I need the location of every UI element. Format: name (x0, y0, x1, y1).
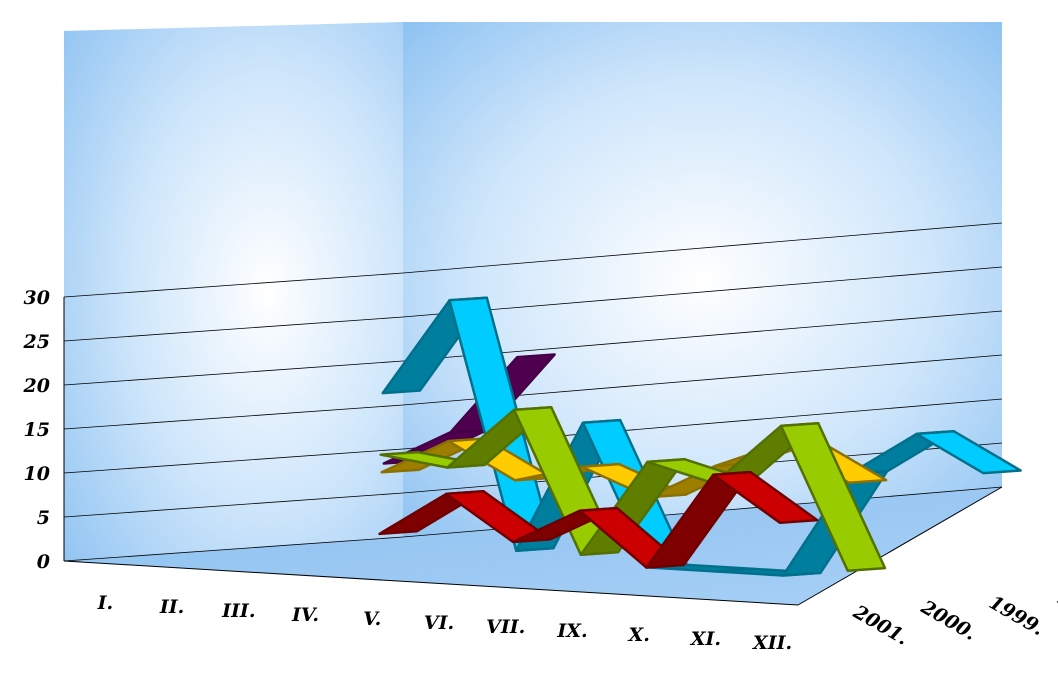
ribbon-segment (711, 470, 819, 524)
y-tick-label: 5 (37, 507, 50, 529)
ribbon-segment (915, 430, 1022, 475)
gridline (63, 398, 1003, 474)
depth-tick-label: 2000. (917, 596, 980, 645)
x-tick-label: I. (97, 592, 114, 614)
gridline (63, 486, 1003, 562)
depth-tick-label: 1998. (1053, 587, 1058, 636)
left-wall (64, 22, 403, 561)
plot-area (378, 296, 1022, 577)
x-tick-label: XI. (690, 628, 721, 650)
ribbon-segment (779, 422, 887, 572)
x-tick-label: IX. (556, 620, 587, 642)
y-tick-label: 25 (23, 331, 50, 353)
x-tick-labels: I. II. III. IV. V. VI. VII. IX. X. XI. XII. (97, 592, 793, 654)
gridline (63, 310, 1003, 386)
gridline (63, 222, 1003, 298)
x-tick-label: III. (221, 600, 255, 622)
gridline (63, 354, 1003, 430)
x-tick-label: V. (363, 608, 381, 630)
x-tick-label: IV. (291, 604, 319, 626)
y-tick-label: 0 (37, 551, 50, 573)
series-1998. (379, 406, 887, 572)
x-tick-label: VI. (424, 612, 454, 634)
y-tick-labels: 0 5 10 15 20 25 30 (23, 287, 50, 573)
depth-tick-label: 1999. (985, 591, 1048, 640)
y-tick-label: 15 (24, 419, 50, 441)
x-tick-label: VII. (486, 616, 525, 638)
y-tick-label: 10 (24, 463, 50, 485)
depth-tick-labels: 1997.1998.1999.2000.2001. (849, 587, 1058, 650)
x-tick-label: II. (159, 596, 184, 618)
y-tick-label: 20 (23, 375, 50, 397)
y-tick-label: 30 (24, 287, 50, 309)
x-tick-label: X. (628, 624, 650, 646)
gridline (63, 266, 1003, 342)
x-tick-label: XII. (752, 632, 792, 654)
series-1997. (378, 470, 819, 569)
depth-tick-label: 2001. (849, 601, 912, 650)
depth-axis-line (797, 486, 1003, 606)
x-axis-line (63, 560, 799, 606)
axes (63, 297, 1003, 606)
